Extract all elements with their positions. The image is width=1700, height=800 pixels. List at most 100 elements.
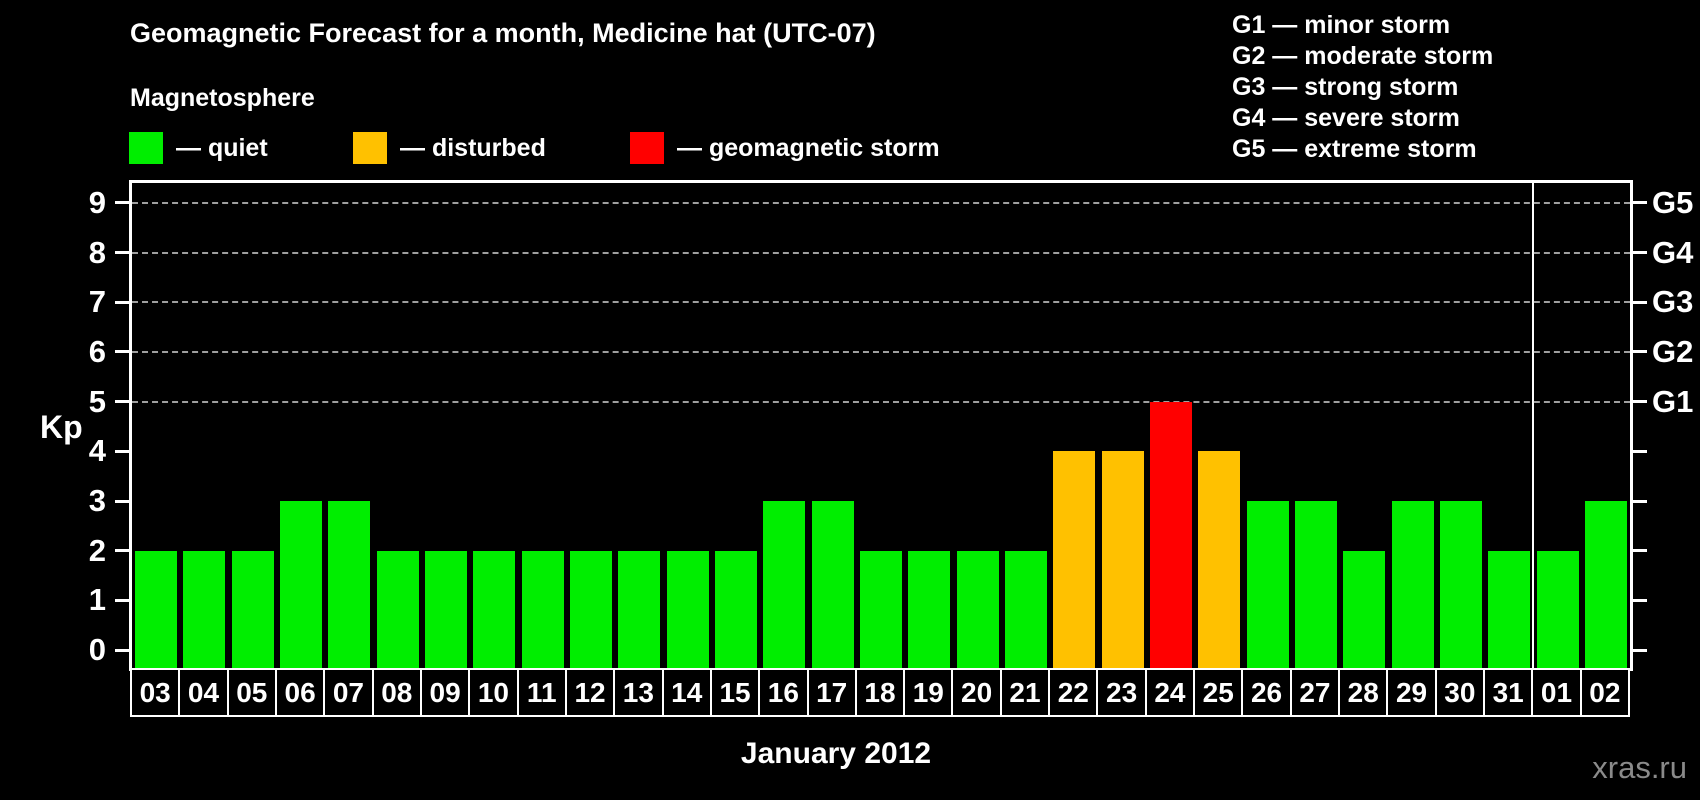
right-axis-label-G4: G4 xyxy=(1652,234,1694,270)
bar-day-28 xyxy=(1343,550,1386,668)
day-label-12: 12 xyxy=(564,668,616,717)
bar-day-10 xyxy=(473,550,516,668)
gridline-kp-7 xyxy=(132,301,1630,304)
day-label-13: 13 xyxy=(613,668,664,717)
magnetosphere-legend-title: Magnetosphere xyxy=(130,84,315,112)
bar-day-19 xyxy=(908,550,951,668)
day-label-15: 15 xyxy=(709,668,761,717)
g-scale-legend-line: G1 — minor storm xyxy=(1232,11,1451,39)
right-tick-kp-1 xyxy=(1633,598,1647,602)
y-tick-label-4: 4 xyxy=(88,433,106,469)
g-scale-legend-line: G2 — moderate storm xyxy=(1232,42,1494,70)
g-scale-legend: G1 — minor storm G2 — moderate storm G3 … xyxy=(1232,10,1493,165)
bar-day-22 xyxy=(1053,451,1096,668)
bar-day-31 xyxy=(1488,550,1531,668)
day-axis: 03 04 05 06 07 08 09 10 11 12 13 14 15 16 17 18 19 20 21 22… xyxy=(130,668,1630,717)
bar-day-05 xyxy=(231,550,274,668)
right-axis-label-G2: G2 xyxy=(1652,333,1694,369)
bar-day-07 xyxy=(328,501,371,668)
right-axis-label-G1: G1 xyxy=(1652,383,1694,419)
x-axis-title: January 2012 xyxy=(740,737,932,770)
month-boundary-line xyxy=(1532,183,1535,668)
left-tick-kp-4 xyxy=(115,449,129,453)
disturbed-color-swatch xyxy=(353,132,387,164)
y-tick-label-6: 6 xyxy=(88,333,106,369)
right-tick-kp-3 xyxy=(1633,499,1647,503)
right-tick-kp-4 xyxy=(1633,449,1647,453)
bar-day-21 xyxy=(1004,550,1047,668)
g-scale-legend-line: G3 — strong storm xyxy=(1232,73,1459,101)
legend-label-disturbed: — disturbed xyxy=(400,133,546,162)
left-tick-kp-3 xyxy=(115,499,129,503)
plot-area: Kp 0 1 2 3 4 5 6 7 8 9 G1 G2 G3 G4 G5 xyxy=(40,180,1693,671)
day-label-03: 03 xyxy=(130,668,181,717)
day-label-02: 02 xyxy=(1579,668,1630,717)
y-tick-label-8: 8 xyxy=(88,234,106,270)
day-label-08: 08 xyxy=(371,668,422,717)
left-tick-kp-1 xyxy=(115,598,129,602)
bar-day-06 xyxy=(280,501,323,668)
bar-day-23 xyxy=(1101,451,1144,668)
y-tick-label-9: 9 xyxy=(88,184,106,220)
bar-day-01 xyxy=(1536,550,1579,668)
legend-item-storm: — geomagnetic storm xyxy=(630,131,940,165)
bar-day-11 xyxy=(521,550,564,668)
day-label-22: 22 xyxy=(1048,668,1099,717)
y-tick-label-5: 5 xyxy=(88,383,106,419)
legend-item-disturbed: — disturbed xyxy=(353,131,546,165)
bar-day-04 xyxy=(183,550,226,668)
day-label-14: 14 xyxy=(661,668,712,717)
right-tick-kp-7 xyxy=(1633,300,1647,304)
day-label-24: 24 xyxy=(1144,668,1196,717)
left-tick-kp-2 xyxy=(115,549,129,553)
y-tick-label-0: 0 xyxy=(88,632,106,668)
right-axis-label-G3: G3 xyxy=(1652,284,1694,320)
left-tick-kp-0 xyxy=(115,648,129,652)
day-label-21: 21 xyxy=(999,668,1051,717)
y-tick-label-2: 2 xyxy=(88,532,106,568)
right-tick-kp-5 xyxy=(1633,400,1647,404)
bar-day-26 xyxy=(1246,501,1289,668)
day-label-18: 18 xyxy=(854,668,906,717)
day-label-20: 20 xyxy=(951,668,1002,717)
day-label-28: 28 xyxy=(1338,668,1389,717)
bar-day-14 xyxy=(666,550,709,668)
bar-day-17 xyxy=(811,501,854,668)
bar-day-24 xyxy=(1149,401,1192,668)
left-tick-kp-9 xyxy=(115,201,129,205)
bar-day-03 xyxy=(135,550,178,668)
right-tick-kp-6 xyxy=(1633,350,1647,354)
right-tick-kp-2 xyxy=(1633,549,1647,553)
bar-day-18 xyxy=(860,550,902,668)
bar-day-15 xyxy=(715,550,758,668)
watermark: xras.ru xyxy=(1592,750,1687,785)
day-label-25: 25 xyxy=(1193,668,1244,717)
left-tick-kp-6 xyxy=(115,350,129,354)
bar-day-09 xyxy=(425,550,468,668)
day-label-26: 26 xyxy=(1241,668,1292,717)
day-label-29: 29 xyxy=(1386,668,1437,717)
bar-day-02 xyxy=(1584,501,1627,668)
gridline-kp-8 xyxy=(132,251,1630,254)
day-label-05: 05 xyxy=(226,668,277,717)
chart-title: Geomagnetic Forecast for a month, Medici… xyxy=(130,18,876,48)
gridline-kp-6 xyxy=(132,350,1630,353)
day-label-27: 27 xyxy=(1289,668,1341,717)
day-label-04: 04 xyxy=(178,668,229,717)
bar-day-12 xyxy=(570,550,613,668)
day-label-30: 30 xyxy=(1434,668,1486,717)
day-label-09: 09 xyxy=(419,668,471,717)
bar-day-27 xyxy=(1294,501,1337,668)
left-tick-kp-5 xyxy=(115,400,129,404)
y-tick-label-3: 3 xyxy=(88,483,106,519)
day-label-31: 31 xyxy=(1483,668,1534,717)
right-tick-kp-0 xyxy=(1633,648,1647,652)
bar-day-13 xyxy=(618,550,661,668)
y-tick-label-7: 7 xyxy=(88,284,106,320)
bar-day-20 xyxy=(956,550,999,668)
g-scale-legend-line: G5 — extreme storm xyxy=(1232,135,1477,163)
bar-day-25 xyxy=(1198,451,1241,668)
y-tick-label-1: 1 xyxy=(88,582,106,618)
gridline-kp-5 xyxy=(132,400,1630,403)
